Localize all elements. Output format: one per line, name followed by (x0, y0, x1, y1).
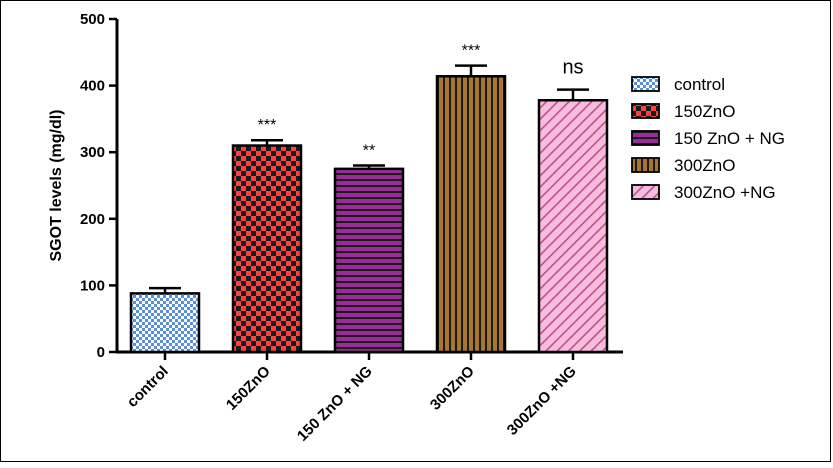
legend-swatch-2 (631, 130, 660, 146)
legend-label-3: 300ZnO (674, 156, 735, 175)
legend-label-1: 150ZnO (674, 102, 735, 121)
legend-label-2: 150 ZnO + NG (674, 129, 785, 148)
bar-3 (435, 75, 507, 354)
bar-2 (333, 167, 405, 354)
x-tick-label: 300ZnO (427, 363, 478, 414)
y-tick-label: 400 (80, 78, 105, 95)
bar-4 (537, 99, 609, 354)
bar-1 (231, 144, 303, 354)
significance-label-3: *** (462, 43, 481, 60)
legend-label-0: control (674, 75, 725, 94)
y-tick-label: 500 (80, 11, 105, 28)
legend-swatch-4 (631, 184, 660, 200)
y-tick-label: 100 (80, 277, 105, 294)
significance-label-1: *** (258, 117, 277, 134)
significance-label-4: ns (562, 57, 583, 79)
y-tick-label: 300 (80, 144, 105, 161)
significance-label-2: ** (363, 143, 375, 160)
legend-swatch-1 (631, 103, 660, 119)
y-tick-label: 0 (97, 344, 105, 361)
x-tick-label: 150 ZnO + NG (294, 363, 376, 445)
bar-0 (129, 292, 201, 354)
y-axis-label: SGOT levels (mg/dl) (48, 109, 65, 261)
legend-label-4: 300ZnO +NG (674, 183, 776, 202)
x-tick-label: control (124, 363, 172, 411)
y-tick-label: 200 (80, 211, 105, 228)
x-tick-label: 300ZnO +NG (504, 363, 580, 439)
legend-swatch-3 (631, 157, 660, 173)
x-tick-label: 150ZnO (223, 363, 274, 414)
legend-swatch-0 (631, 76, 660, 92)
